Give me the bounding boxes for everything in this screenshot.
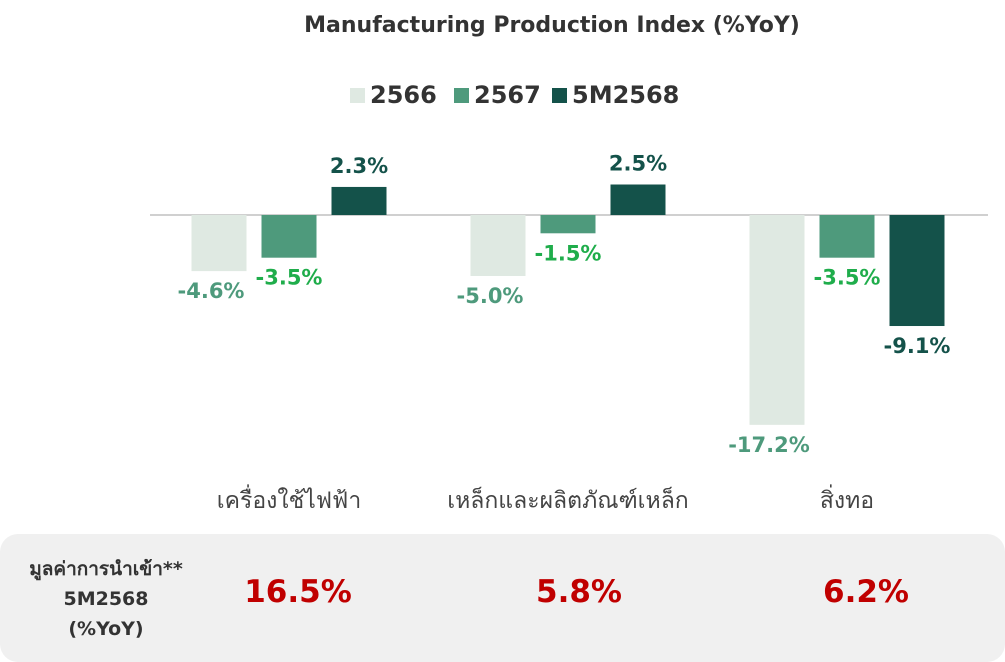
data-label: -9.1% — [884, 334, 951, 358]
chart-title: Manufacturing Production Index (%YoY) — [304, 13, 800, 38]
bar — [749, 215, 805, 425]
category-label: สิ่งทอ — [820, 484, 874, 514]
data-label: -3.5% — [814, 266, 881, 290]
data-label: 2.5% — [609, 152, 667, 176]
legend-swatch — [552, 88, 567, 103]
bar — [610, 184, 666, 215]
legend: 2566 2567 5M2568 — [350, 81, 679, 109]
data-label: -17.2% — [728, 433, 810, 457]
data-label: -1.5% — [535, 241, 602, 265]
category-label: เหล็กและผลิตภัณฑ์เหล็ก — [447, 485, 688, 514]
data-label: -3.5% — [256, 266, 323, 290]
bars-group — [191, 184, 945, 425]
bar — [331, 186, 387, 215]
import-value: 6.2% — [823, 574, 909, 610]
import-header-line: (%YoY) — [68, 618, 144, 640]
import-header-line: มูลค่าการนำเข้า** — [29, 558, 183, 580]
import-header: มูลค่าการนำเข้า** 5M2568 (%YoY) — [6, 554, 206, 644]
bar — [191, 215, 247, 272]
bar — [261, 215, 317, 258]
bar — [540, 215, 596, 234]
data-label: -4.6% — [178, 279, 245, 303]
import-header-line: 5M2568 — [63, 588, 149, 610]
legend-label: 2566 — [370, 81, 437, 109]
category-label: เครื่องใช้ไฟฟ้า — [217, 484, 362, 514]
legend-label: 2567 — [474, 81, 541, 109]
data-label: -5.0% — [457, 284, 524, 308]
category-labels-group: เครื่องใช้ไฟฟ้า เหล็กและผลิตภัณฑ์เหล็ก สิ่… — [217, 484, 874, 514]
bar — [819, 215, 875, 258]
bar — [470, 215, 526, 276]
legend-label: 5M2568 — [572, 81, 679, 109]
chart: Manufacturing Production Index (%YoY) 25… — [150, 13, 988, 514]
data-labels-group: -4.6% -5.0% -17.2% -3.5% -1.5% -3.5% 2.3% 2.5% -… — [178, 152, 951, 457]
bar — [889, 215, 945, 327]
data-label: 2.3% — [330, 154, 388, 178]
import-value: 16.5% — [244, 574, 352, 610]
import-value-panel: มูลค่าการนำเข้า** 5M2568 (%YoY) 16.5% 5.… — [0, 534, 1005, 662]
legend-swatch — [454, 88, 469, 103]
import-value: 5.8% — [536, 574, 622, 610]
legend-swatch — [350, 88, 365, 103]
